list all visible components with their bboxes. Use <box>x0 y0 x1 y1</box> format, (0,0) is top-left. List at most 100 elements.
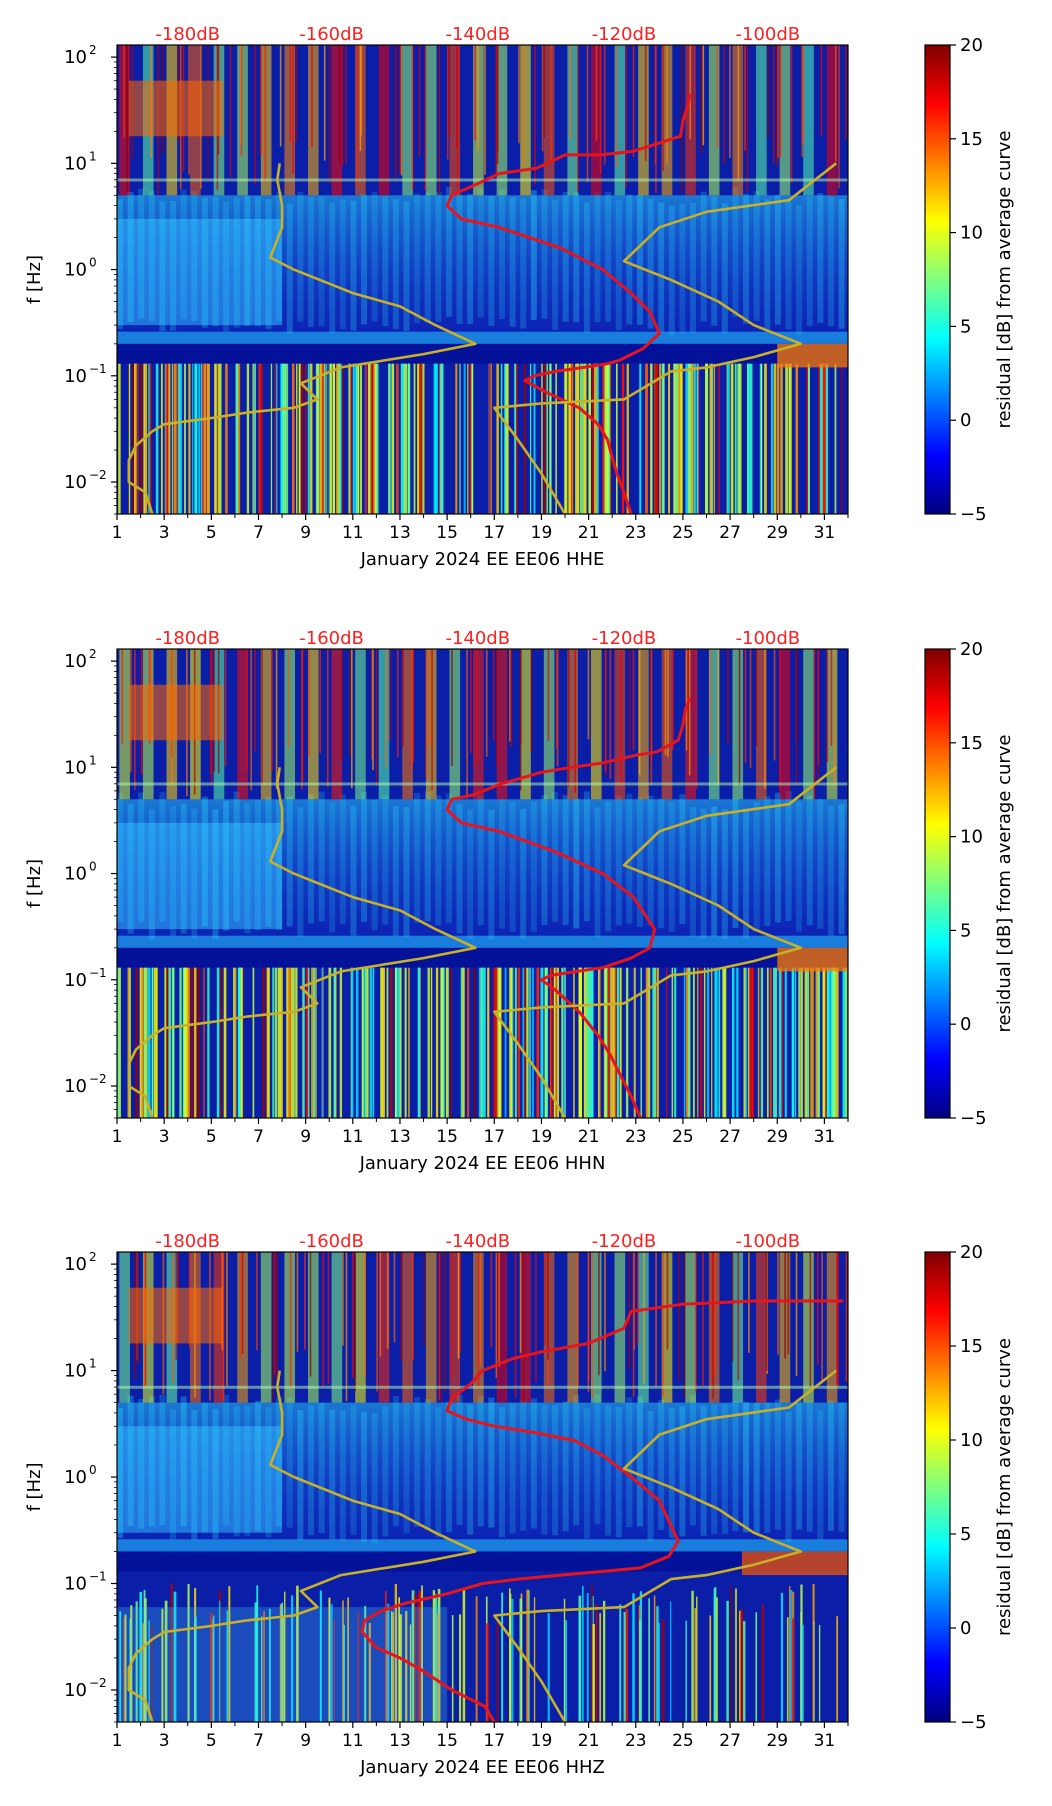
x-tick-label: 21 <box>578 1127 600 1147</box>
x-tick-label: 15 <box>436 523 458 543</box>
colorbar-tick-label: 10 <box>960 827 983 848</box>
y-tick-label: 10 <box>64 260 87 281</box>
y-tick-exponent: 0 <box>89 256 97 270</box>
colorbar-tick-label: 20 <box>960 1242 983 1263</box>
db-scale-label: -120dB <box>592 1231 657 1252</box>
x-tick-label: 19 <box>531 523 553 543</box>
db-scale-label: -140dB <box>445 628 510 649</box>
x-tick-label: 29 <box>766 1127 788 1147</box>
x-tick-label: 11 <box>342 523 364 543</box>
x-tick-label: 17 <box>483 1127 505 1147</box>
y-tick-exponent: −1 <box>89 1569 107 1583</box>
x-axis-label: January 2024 EE EE06 HHN <box>359 1153 606 1174</box>
colorbar-tick-label: 20 <box>960 35 983 56</box>
spectrogram-heatmap <box>117 1252 848 1722</box>
y-tick-exponent: −2 <box>89 1072 107 1086</box>
x-tick-label: 23 <box>625 523 647 543</box>
colorbar-tick-label: 15 <box>960 733 983 754</box>
x-tick-label: 1 <box>112 1731 123 1751</box>
colorbar-gradient <box>924 1251 951 1723</box>
noise-model-line-yellow <box>127 767 477 1118</box>
x-tick-label: 31 <box>814 523 836 543</box>
x-tick-label: 17 <box>483 1731 505 1751</box>
colorbar-label: residual [dB] from average curve <box>994 130 1015 428</box>
colorbar: 20 15 10 5 0 −5 residual [dB] from average cur… <box>924 639 1015 1129</box>
x-tick-label: 15 <box>436 1127 458 1147</box>
y-tick-label: 10 <box>64 1467 87 1488</box>
x-tick-label: 21 <box>578 523 600 543</box>
psd-line-red <box>445 93 692 514</box>
db-scale-label: -120dB <box>592 628 657 649</box>
x-tick-label: 31 <box>814 1127 836 1147</box>
x-tick-label: 7 <box>253 1127 264 1147</box>
y-tick-label: 10 <box>64 1361 87 1382</box>
x-tick-label: 29 <box>766 523 788 543</box>
y-axis-label: f [Hz] <box>24 859 45 908</box>
x-tick-label: 7 <box>253 523 264 543</box>
x-tick-label: 31 <box>814 1731 836 1751</box>
x-axis-label: January 2024 EE EE06 HHZ <box>359 1757 605 1778</box>
x-tick-label: 3 <box>159 1731 170 1751</box>
colorbar-tick-label: −5 <box>960 1712 987 1733</box>
x-tick-label: 9 <box>300 523 311 543</box>
colorbar-gradient <box>924 648 951 1119</box>
y-tick-exponent: 2 <box>89 647 97 661</box>
x-tick-label: 9 <box>300 1731 311 1751</box>
x-tick-label: 25 <box>672 1731 694 1751</box>
x-tick-label: 13 <box>389 523 411 543</box>
x-tick-label: 7 <box>253 1731 264 1751</box>
x-tick-label: 5 <box>206 1127 217 1147</box>
db-scale-label: -160dB <box>299 1231 364 1252</box>
noise-model-line-yellow <box>127 163 477 514</box>
noise-model-line-yellow <box>492 1369 838 1722</box>
psd-line-red <box>445 697 692 1118</box>
db-scale-label: -100dB <box>736 24 801 45</box>
db-scale-label: -100dB <box>736 1231 801 1252</box>
colorbar: 20 15 10 5 0 −5 residual [dB] from average cur… <box>924 35 1015 525</box>
db-scale-label: -160dB <box>299 24 364 45</box>
x-tick-label: 21 <box>578 1731 600 1751</box>
x-tick-label: 19 <box>531 1127 553 1147</box>
y-tick-exponent: 0 <box>89 860 97 874</box>
psd-line-red <box>360 1299 844 1722</box>
noise-model-line-yellow <box>492 162 838 514</box>
y-tick-exponent: −1 <box>89 966 107 980</box>
y-tick-exponent: 0 <box>89 1463 97 1477</box>
noise-model-line-yellow <box>127 1370 477 1722</box>
x-tick-label: 11 <box>342 1731 364 1751</box>
y-axis-label: f [Hz] <box>24 1462 45 1511</box>
db-scale-label: -140dB <box>445 1231 510 1252</box>
db-scale-label: -180dB <box>155 628 220 649</box>
y-tick-label: 10 <box>64 651 87 672</box>
y-tick-label: 10 <box>64 757 87 778</box>
x-tick-label: 27 <box>719 1127 741 1147</box>
x-tick-label: 3 <box>159 1127 170 1147</box>
db-scale-label: -100dB <box>736 628 801 649</box>
y-axis-label: f [Hz] <box>24 255 45 304</box>
colorbar-tick-label: 10 <box>960 1430 983 1451</box>
db-scale-label: -180dB <box>155 24 220 45</box>
colorbar-tick-label: 0 <box>960 410 971 431</box>
y-tick-exponent: −1 <box>89 362 107 376</box>
y-tick-label: 10 <box>64 1254 87 1275</box>
y-tick-exponent: −2 <box>89 1676 107 1690</box>
x-tick-label: 23 <box>625 1731 647 1751</box>
x-tick-label: 27 <box>719 1731 741 1751</box>
x-tick-label: 1 <box>112 523 123 543</box>
y-tick-label: 10 <box>64 47 87 68</box>
x-tick-label: 25 <box>672 523 694 543</box>
colorbar-tick-label: 5 <box>960 920 971 941</box>
colorbar-tick-label: 10 <box>960 223 983 244</box>
x-tick-label: 9 <box>300 1127 311 1147</box>
colorbar: 20 15 10 5 0 −5 residual [dB] from average cur… <box>924 1242 1015 1733</box>
y-tick-exponent: 2 <box>89 43 97 57</box>
colorbar-tick-label: 0 <box>960 1014 971 1035</box>
x-tick-label: 1 <box>112 1127 123 1147</box>
x-axis-label: January 2024 EE EE06 HHE <box>360 549 605 570</box>
x-tick-label: 13 <box>389 1731 411 1751</box>
db-scale-label: -160dB <box>299 628 364 649</box>
colorbar-label: residual [dB] from average curve <box>994 1338 1015 1636</box>
